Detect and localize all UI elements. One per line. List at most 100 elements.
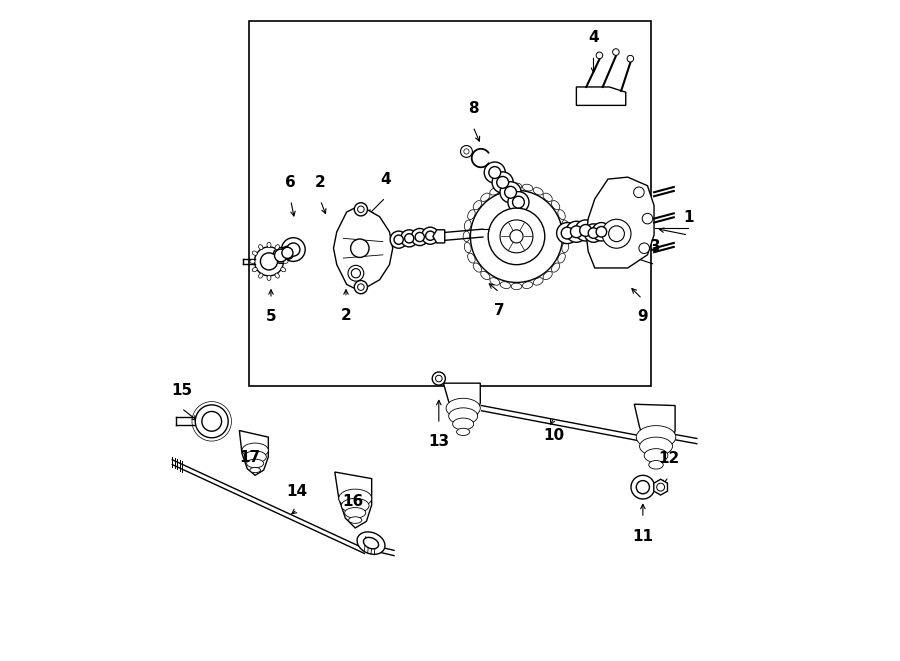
Circle shape: [500, 220, 533, 253]
Circle shape: [282, 238, 305, 261]
Circle shape: [584, 224, 603, 243]
Text: 12: 12: [658, 451, 680, 466]
Polygon shape: [444, 383, 481, 422]
Ellipse shape: [533, 278, 543, 285]
Ellipse shape: [464, 220, 471, 231]
Circle shape: [657, 483, 664, 491]
Text: 7: 7: [494, 303, 505, 318]
Circle shape: [596, 227, 607, 237]
Circle shape: [464, 149, 469, 154]
Ellipse shape: [252, 251, 257, 255]
Circle shape: [489, 167, 500, 178]
Ellipse shape: [552, 200, 560, 210]
Ellipse shape: [449, 408, 478, 424]
Ellipse shape: [464, 231, 470, 242]
Ellipse shape: [511, 183, 522, 190]
Circle shape: [589, 228, 598, 239]
Circle shape: [505, 186, 517, 198]
Text: 4: 4: [380, 172, 391, 187]
Ellipse shape: [543, 193, 553, 202]
Ellipse shape: [250, 259, 256, 263]
Ellipse shape: [464, 243, 471, 253]
Circle shape: [636, 481, 650, 494]
Polygon shape: [586, 177, 654, 268]
Ellipse shape: [341, 498, 369, 513]
Circle shape: [488, 208, 544, 264]
Text: 2: 2: [340, 308, 351, 323]
Ellipse shape: [644, 449, 668, 463]
Circle shape: [351, 268, 361, 278]
Ellipse shape: [552, 263, 560, 272]
Text: 10: 10: [544, 428, 564, 443]
Circle shape: [202, 411, 221, 431]
Circle shape: [613, 49, 619, 56]
Text: 9: 9: [637, 309, 647, 325]
Ellipse shape: [636, 426, 676, 449]
Polygon shape: [433, 230, 445, 243]
Ellipse shape: [533, 188, 543, 195]
Ellipse shape: [558, 253, 565, 263]
Ellipse shape: [345, 508, 365, 518]
Circle shape: [461, 145, 472, 157]
Ellipse shape: [250, 467, 260, 473]
Ellipse shape: [348, 517, 362, 524]
Ellipse shape: [481, 271, 490, 280]
Text: 8: 8: [468, 101, 479, 116]
Ellipse shape: [562, 243, 569, 253]
Ellipse shape: [192, 402, 231, 441]
Circle shape: [357, 206, 364, 213]
Circle shape: [512, 196, 525, 208]
Ellipse shape: [453, 418, 473, 430]
Ellipse shape: [258, 245, 263, 250]
Circle shape: [497, 176, 508, 188]
Ellipse shape: [283, 259, 288, 263]
Ellipse shape: [275, 273, 279, 278]
Ellipse shape: [252, 268, 257, 272]
Ellipse shape: [640, 437, 672, 455]
Circle shape: [405, 234, 414, 243]
Ellipse shape: [446, 399, 481, 418]
Circle shape: [484, 162, 505, 183]
Ellipse shape: [649, 461, 663, 469]
Text: 17: 17: [239, 449, 260, 465]
Ellipse shape: [275, 245, 279, 250]
Circle shape: [355, 280, 367, 293]
Ellipse shape: [468, 253, 475, 263]
Circle shape: [415, 233, 424, 242]
Ellipse shape: [558, 210, 565, 219]
Circle shape: [608, 226, 625, 242]
Text: 15: 15: [171, 383, 192, 398]
Circle shape: [260, 253, 277, 270]
Circle shape: [282, 247, 292, 258]
Circle shape: [634, 187, 644, 198]
Circle shape: [355, 203, 367, 216]
Text: 11: 11: [633, 529, 653, 543]
Text: 4: 4: [589, 30, 598, 45]
Ellipse shape: [267, 243, 271, 248]
Circle shape: [436, 375, 442, 382]
Circle shape: [575, 220, 596, 241]
Ellipse shape: [244, 451, 266, 463]
Circle shape: [571, 226, 582, 238]
Circle shape: [562, 227, 573, 239]
Text: 14: 14: [287, 484, 308, 499]
Circle shape: [492, 172, 513, 193]
Text: 13: 13: [428, 434, 449, 449]
Circle shape: [357, 284, 364, 290]
Circle shape: [281, 247, 294, 259]
Ellipse shape: [543, 271, 553, 280]
Circle shape: [643, 214, 652, 224]
Ellipse shape: [500, 184, 510, 191]
Ellipse shape: [473, 200, 482, 210]
Ellipse shape: [468, 210, 475, 219]
Circle shape: [426, 231, 435, 241]
Ellipse shape: [481, 193, 490, 202]
Text: 1: 1: [683, 210, 694, 225]
Ellipse shape: [490, 278, 500, 285]
Ellipse shape: [258, 273, 263, 278]
Ellipse shape: [511, 283, 522, 290]
Circle shape: [471, 190, 562, 282]
Circle shape: [390, 231, 407, 249]
Polygon shape: [653, 479, 668, 495]
Ellipse shape: [357, 532, 385, 555]
